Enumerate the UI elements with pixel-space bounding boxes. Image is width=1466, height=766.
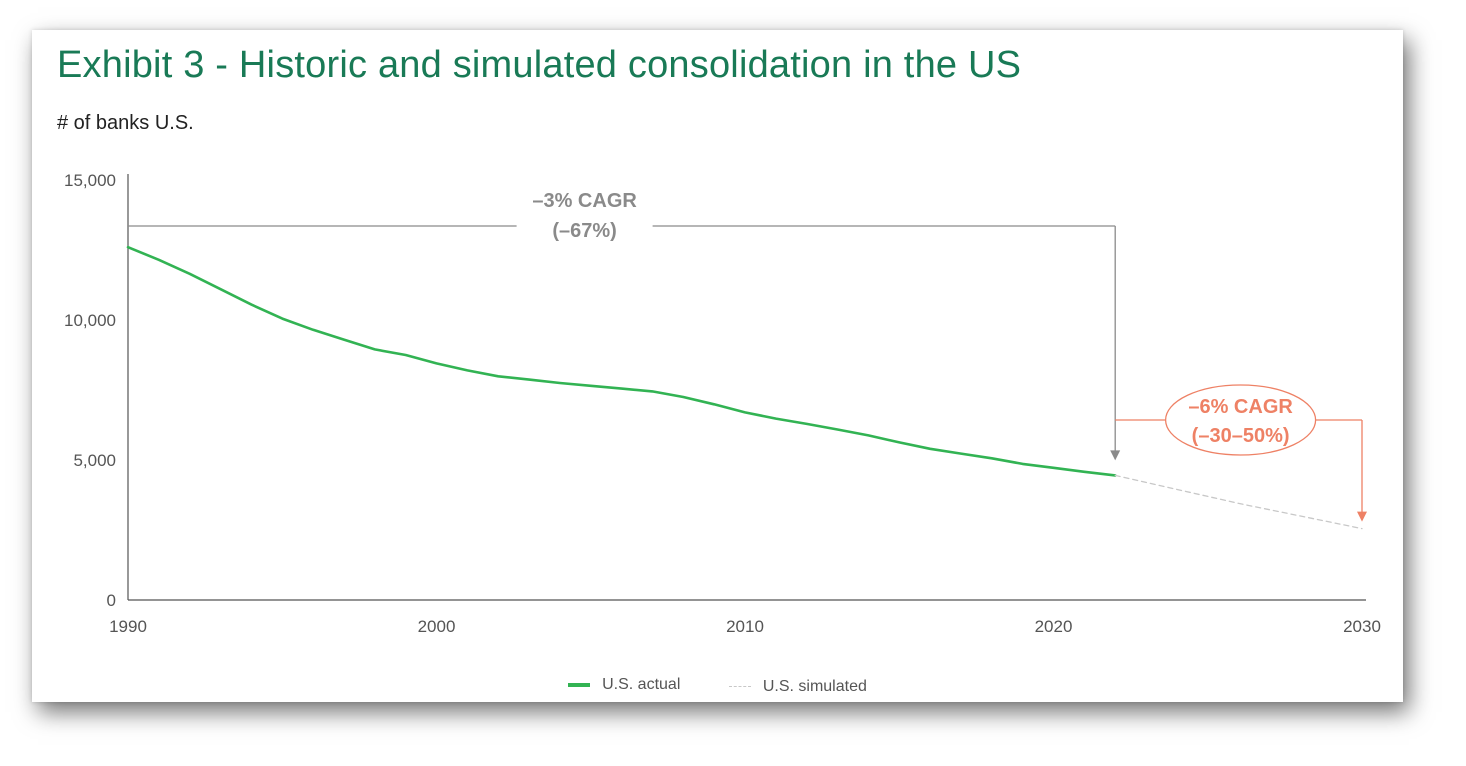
annotation-layer: –3% CAGR (–67%) –6% CAGR (–30–50%) bbox=[128, 190, 1367, 522]
legend-swatch-dashed bbox=[728, 686, 751, 687]
cagr-label-simulated: –6% CAGR bbox=[1188, 396, 1293, 418]
cagr-sublabel-simulated: (–30–50%) bbox=[1192, 425, 1290, 447]
y-tick-label: 5,000 bbox=[73, 451, 116, 470]
x-tick-label: 1990 bbox=[109, 617, 147, 636]
y-tick-label: 0 bbox=[107, 591, 116, 610]
series-line-simulated bbox=[1114, 474, 1363, 530]
simulated-arrowhead bbox=[1357, 511, 1367, 522]
legend-swatch-solid bbox=[568, 683, 591, 687]
cagr-label-historic: –3% CAGR bbox=[532, 190, 637, 212]
x-tick-label: 2010 bbox=[726, 617, 764, 636]
legend-item-simulated: U.S. simulated bbox=[728, 677, 867, 696]
legend: U.S. actual U.S. simulated bbox=[32, 674, 1403, 696]
series-layer bbox=[126, 245, 1363, 530]
y-tick-labels: 0 5,000 10,000 15,000 bbox=[64, 171, 116, 610]
x-tick-labels: 1990 2000 2010 2020 2030 bbox=[109, 617, 1381, 636]
y-tick-label: 10,000 bbox=[64, 311, 116, 330]
legend-label-actual: U.S. actual bbox=[602, 676, 681, 693]
x-tick-label: 2020 bbox=[1035, 617, 1073, 636]
legend-label-simulated: U.S. simulated bbox=[762, 677, 867, 695]
chart-card: Exhibit 3 - Historic and simulated conso… bbox=[32, 30, 1403, 702]
y-tick-label: 15,000 bbox=[64, 171, 116, 190]
cagr-ellipse bbox=[1164, 384, 1317, 456]
bracket-arrowhead bbox=[1110, 450, 1121, 461]
legend-item-actual: U.S. actual bbox=[568, 676, 680, 694]
series-line-actual bbox=[126, 245, 1117, 477]
x-tick-label: 2030 bbox=[1343, 617, 1381, 636]
x-tick-label: 2000 bbox=[418, 617, 456, 636]
chart-title: Exhibit 3 - Historic and simulated conso… bbox=[57, 44, 1022, 86]
axes bbox=[127, 174, 1366, 601]
cagr-sublabel-historic: (–67%) bbox=[552, 220, 616, 242]
y-axis-label: # of banks U.S. bbox=[57, 112, 194, 134]
